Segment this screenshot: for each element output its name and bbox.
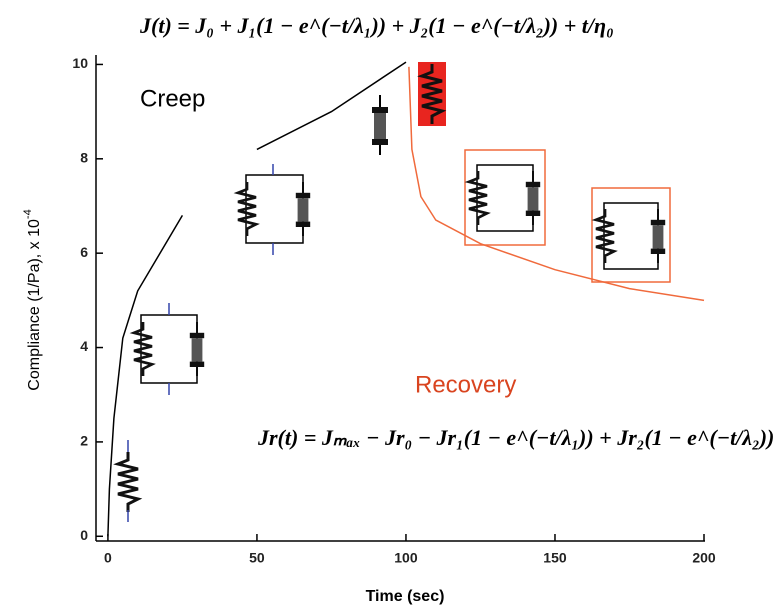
y-tick-label: 8: [80, 150, 88, 166]
formula: Jr(t) = Jₘₐₓ − Jr₀ − Jr₁(1 − e^(−t/λ₁)) …: [257, 425, 774, 450]
annotation: Recovery: [415, 371, 516, 398]
model-icons: [116, 62, 671, 522]
y-tick-label: 2: [80, 433, 88, 449]
x-axis-title: Time (sec): [366, 588, 445, 605]
x-tick-label: 100: [394, 550, 418, 566]
y-tick-label: 0: [80, 527, 88, 543]
series-line: [107, 61, 407, 537]
y-tick-label: 4: [80, 338, 88, 354]
y-tick-label: 6: [80, 244, 88, 260]
x-tick-label: 50: [249, 550, 265, 566]
y-tick-label: 10: [72, 55, 88, 71]
formula: J(t) = J₀ + J₁(1 − e^(−t/λ₁)) + J₂(1 − e…: [139, 13, 614, 38]
annotation: Creep: [140, 85, 205, 112]
series-line: [408, 66, 705, 302]
x-tick-label: 200: [692, 550, 716, 566]
y-axis-exponent: -4: [22, 209, 34, 219]
y-axis-title: Compliance (1/Pa), x 10-4: [22, 209, 43, 390]
y-axis-title-text: Compliance (1/Pa), x 10: [26, 219, 43, 391]
x-tick-label: 150: [543, 550, 567, 566]
x-tick-label: 0: [104, 550, 112, 566]
